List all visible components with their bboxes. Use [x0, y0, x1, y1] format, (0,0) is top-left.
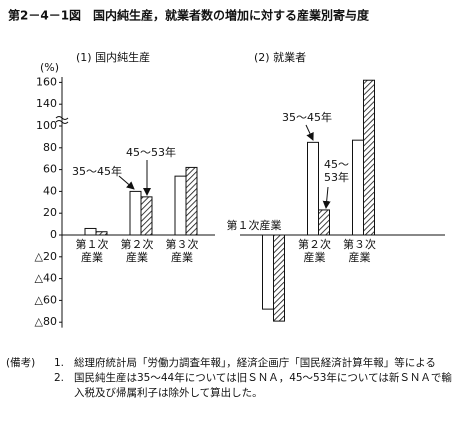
- y-tick-label: △60: [35, 293, 57, 306]
- x-tick-label: 第１次産業: [226, 219, 282, 232]
- x-tick-label: 第１次産業: [75, 238, 109, 264]
- y-tick-label: 160: [36, 75, 57, 88]
- x-tick-label: 第３次産業: [165, 238, 199, 264]
- y-tick-label: 80: [43, 141, 57, 154]
- notes-label: (備考): [6, 357, 36, 369]
- y-tick-label: △20: [35, 250, 57, 263]
- y-tick-label: 20: [43, 206, 57, 219]
- y-tick-label: 100: [36, 119, 57, 132]
- y-axis-label: (%): [40, 61, 59, 74]
- x-tick-label-box: 第１次産業: [226, 219, 282, 232]
- bar: [140, 196, 153, 236]
- bar: [185, 166, 198, 236]
- y-tick-label: 40: [43, 184, 57, 197]
- series-label: 45～53年: [126, 145, 176, 159]
- figure-title: 第2－4－1図 国内純生産，就業者数の増加に対する産業別寄与度: [8, 8, 370, 23]
- note-number: 1.: [54, 357, 65, 369]
- panel-title: (2) 就業者: [254, 50, 306, 64]
- y-tick-label: △80: [35, 315, 57, 328]
- bar: [307, 141, 319, 236]
- note-row: (備考) 1. 総理府統計局「労働力調査年報」，経済企画庁「国民経済計算年報」等によ…: [6, 356, 456, 371]
- x-tick-label-box: 第１次産業: [75, 238, 109, 264]
- y-tick-label: 140: [36, 97, 57, 110]
- series-label-box: 45～53年: [324, 158, 349, 184]
- note-number: 2.: [54, 372, 65, 384]
- series-label: 35～45年: [282, 110, 332, 124]
- note-row: 2. 国民純生産は35～44年については旧ＳＮＡ，45～53年については新ＳＮＡで…: [6, 371, 456, 401]
- series-label: 45～53年: [324, 158, 349, 184]
- x-tick-label: 第２次産業: [120, 238, 154, 264]
- panel-title: (1) 国内純生産: [76, 50, 150, 64]
- notes: (備考) 1. 総理府統計局「労働力調査年報」，経済企画庁「国民経済計算年報」等によ…: [6, 356, 456, 401]
- series-arrow: [322, 186, 331, 209]
- bar: [95, 231, 108, 236]
- x-tick-label: 第３次産業: [343, 238, 376, 264]
- x-tick-label-box: 第３次産業: [343, 238, 376, 264]
- bar: [273, 234, 285, 322]
- bar: [84, 227, 97, 236]
- bar: [318, 209, 330, 236]
- bar: [174, 175, 187, 236]
- x-tick-label: 第２次産業: [298, 238, 331, 264]
- y-tick-label: 0: [50, 228, 57, 241]
- y-tick-label: △40: [35, 272, 57, 285]
- y-tick-label: 60: [43, 163, 57, 176]
- note-text: 国民純生産は35～44年については旧ＳＮＡ，45～53年については新ＳＮＡで輸入…: [74, 372, 452, 399]
- series-arrow: [305, 124, 314, 141]
- x-tick-label-box: 第２次産業: [298, 238, 331, 264]
- bar: [352, 139, 364, 236]
- series-arrow: [118, 175, 135, 190]
- bar: [262, 234, 274, 310]
- series-label: 35～45年: [72, 164, 122, 178]
- chart: 第2－4－1図 国内純生産，就業者数の増加に対する産業別寄与度 (1) 国内純生…: [8, 8, 445, 328]
- x-tick-label-box: 第２次産業: [120, 238, 154, 264]
- bar: [129, 190, 142, 236]
- note-text: 総理府統計局「労働力調査年報」，経済企画庁「国民経済計算年報」等による: [74, 357, 436, 369]
- bar: [363, 79, 375, 236]
- x-tick-label-box: 第３次産業: [165, 238, 199, 264]
